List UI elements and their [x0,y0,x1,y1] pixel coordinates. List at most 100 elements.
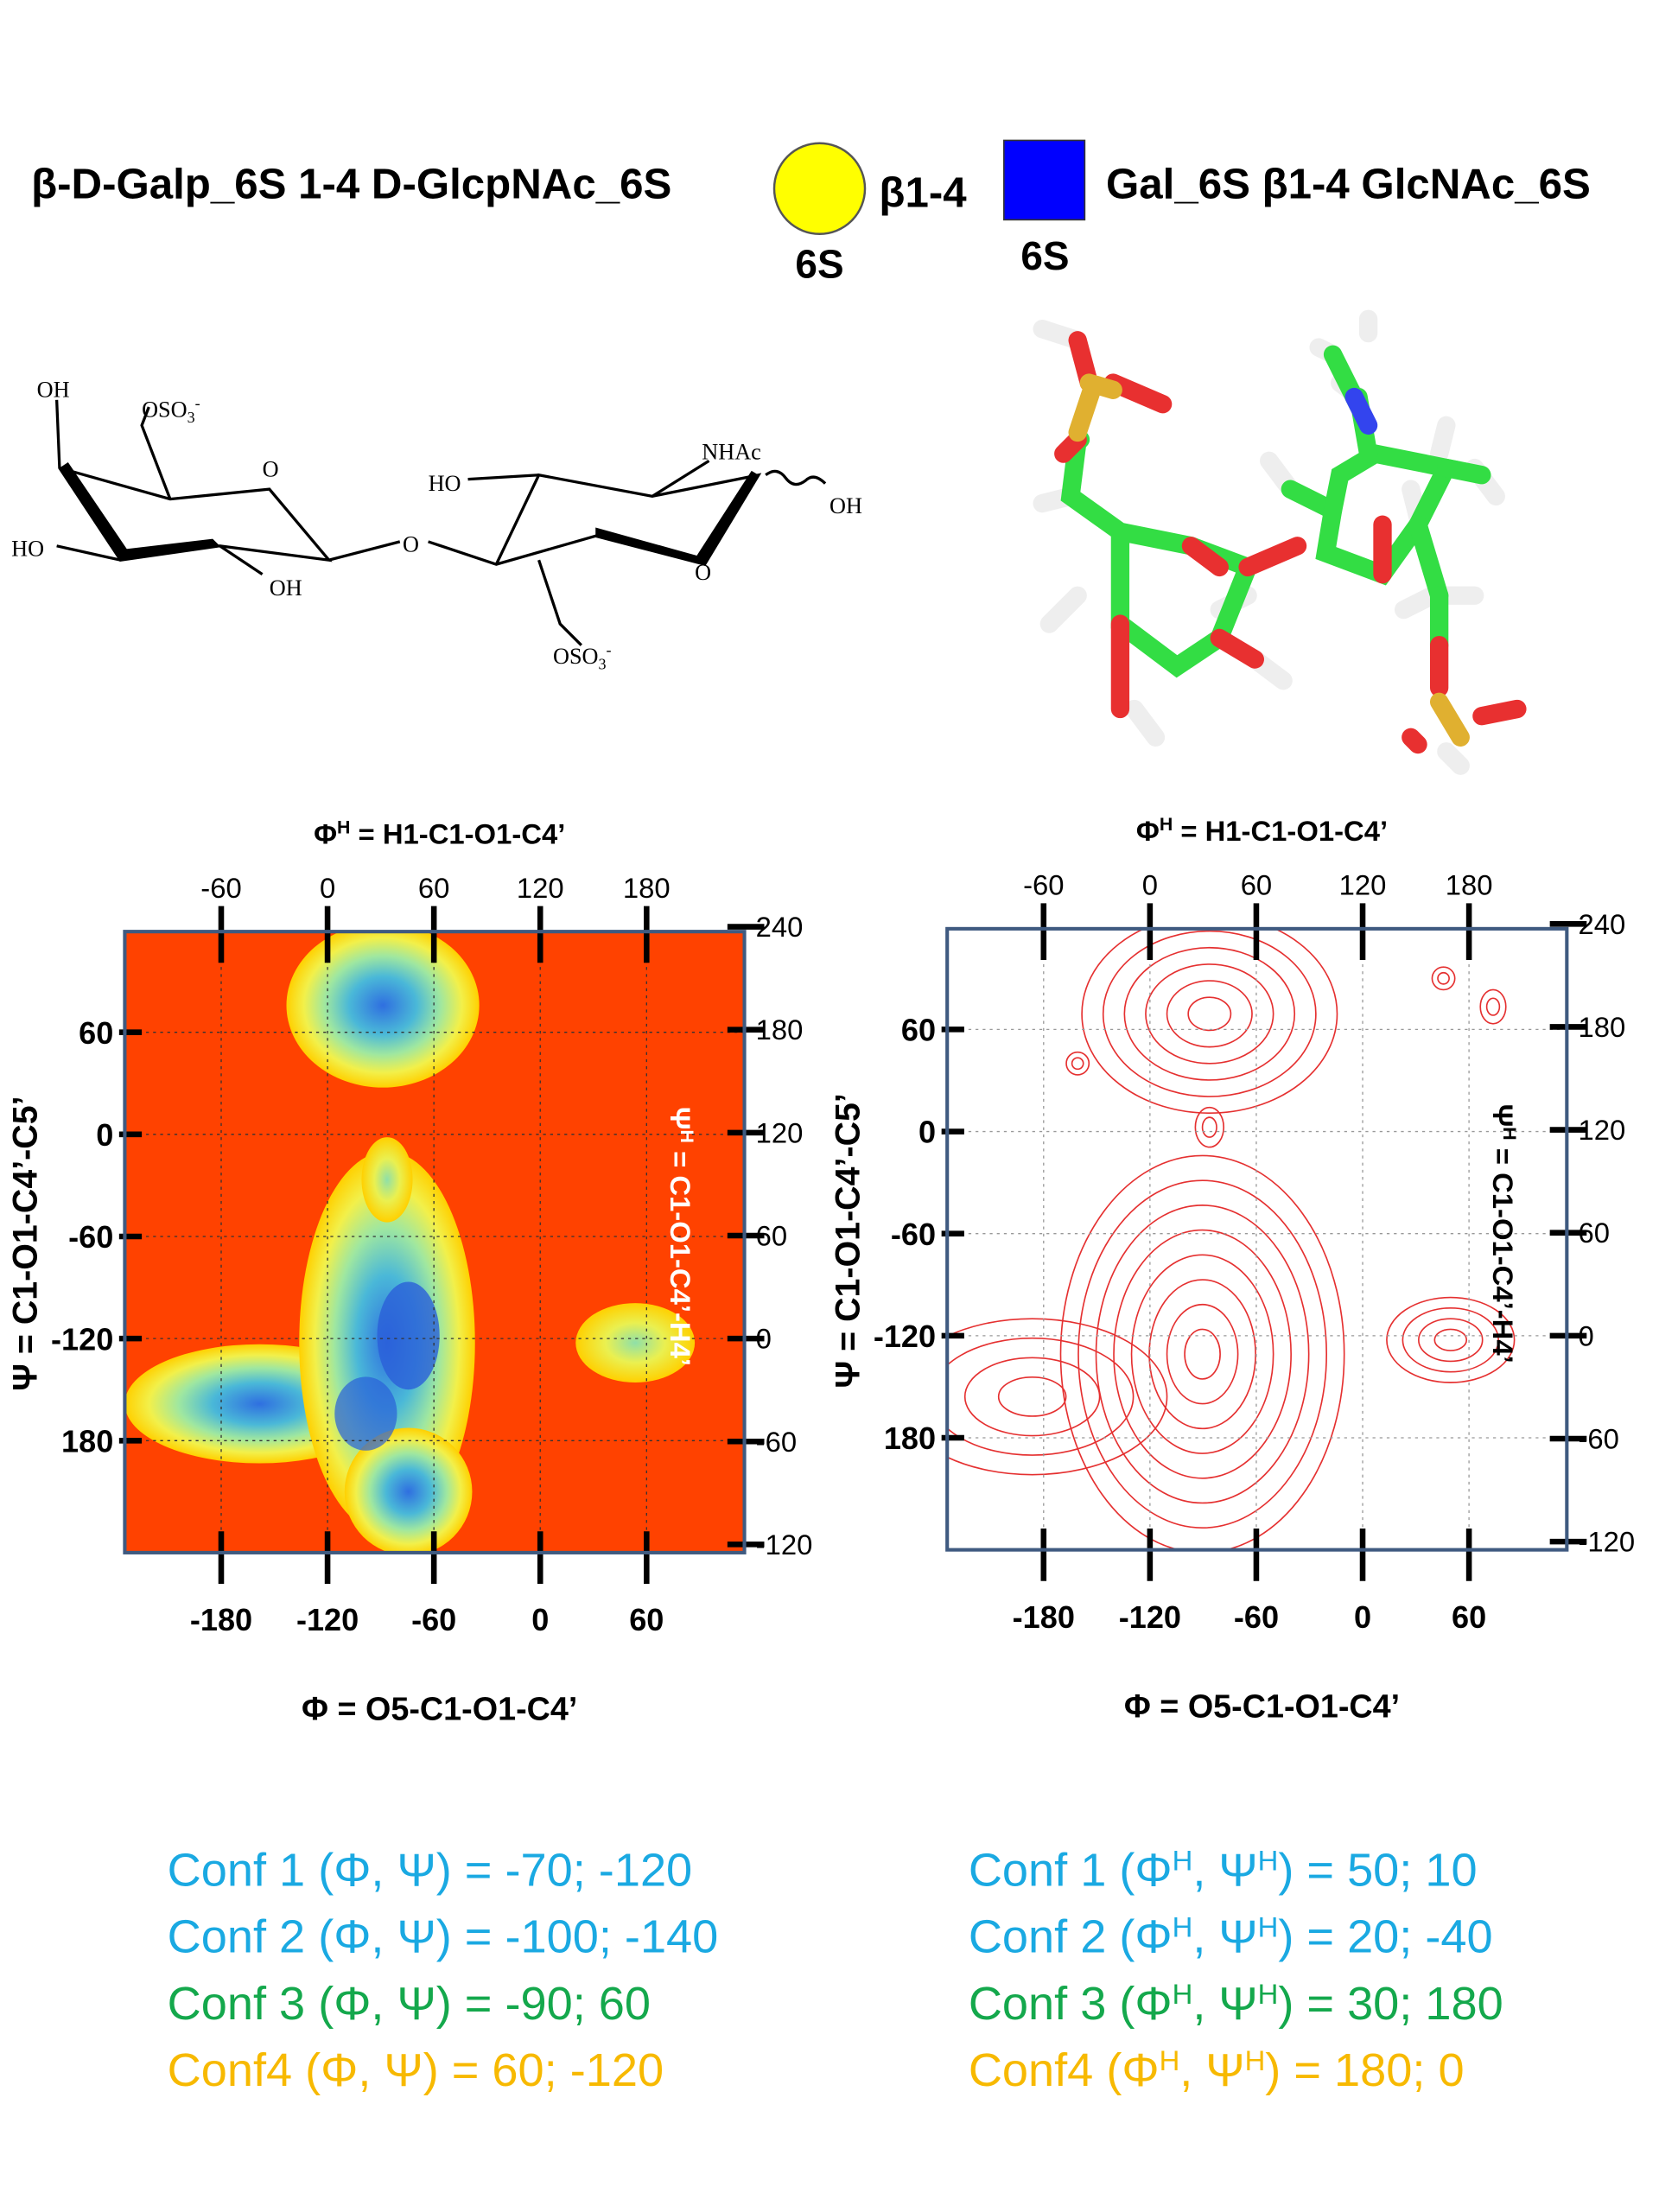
atom-labels: OH O HO OH O HO NHAc OH O OSO3- OSO3- [11,377,862,672]
tick-label: 60 [629,1602,664,1637]
text-part: ) = 20; -40 [1278,1911,1492,1963]
tick-label: 0 [918,1115,936,1150]
plot-area [947,928,1567,1550]
text-part: Ψ = C1-O1-C4’-C5’ [829,1093,867,1388]
text-part: Conf 2 (Φ, Ψ) = -100; -140 [168,1911,719,1963]
left-axis-title: Ψ = C1-O1-C4’-C5’ [7,1096,45,1390]
text-part: , Ψ [1192,1845,1257,1897]
conformation: Conf 3 (Φ, Ψ) = -90; 60 [168,1978,651,2030]
galactose-symbol [772,142,867,235]
atom-label: O [263,456,279,481]
chemical-structure [55,399,827,646]
tick-label: 0 [1142,868,1158,900]
superscript: H [1245,2044,1266,2075]
heatmap-core [377,1281,440,1390]
text-part: = H1-C1-O1-C4’ [350,817,565,849]
wedge [116,538,220,561]
tick-label: 180 [884,1421,936,1456]
tick-label: 60 [1452,1599,1486,1635]
conformation: Conf 1 (Φ, Ψ) = -70; -120 [168,1845,693,1897]
contour [1386,1296,1516,1383]
tick-label: 60 [1241,868,1273,900]
tick-label: -60 [68,1219,113,1255]
plot-area [124,931,745,1553]
sulfate-charge: - [607,641,612,658]
superscript: H [1173,1977,1193,2009]
text-part: Φ = O5-C1-O1-C4’ [302,1691,577,1727]
text-part: Conf 2 (Φ [969,1911,1173,1963]
tick-label: -60 [756,1426,797,1458]
contour [1184,1328,1221,1380]
tick-label: -60 [200,872,241,904]
top-axis-title: ΦH = H1-C1-O1-C4’ [314,817,565,849]
text-part: Φ [1136,815,1160,847]
tick-label: 60 [901,1013,936,1048]
tick-label: -60 [1023,868,1064,900]
contour [997,1376,1067,1417]
plot-frame [123,930,747,1554]
top-axis-title: ΦH = H1-C1-O1-C4’ [1136,814,1388,847]
text-part: ) = 50; 10 [1278,1845,1477,1897]
tick-label: -120 [296,1602,359,1637]
tick-label: 180 [623,872,671,904]
text-part: ) = 180; 0 [1265,2044,1464,2096]
text-part: Conf4 (Φ, Ψ) = 60; -120 [168,2044,664,2096]
contour [1071,1057,1084,1071]
text-part: Ψ [664,1107,696,1130]
sulfate-base: OSO [553,644,599,669]
atom-label: HO [11,536,44,561]
text-part: Conf 1 (Φ [969,1845,1173,1897]
tick-label: -60 [891,1217,936,1252]
heatmap-region [575,1303,696,1382]
contour [1145,963,1274,1065]
atom-label: OH [830,493,862,518]
conformation: Conf 3 (ΦH, ΨH) = 30; 180 [969,1977,1503,2030]
atom-label: NHAc [702,440,761,465]
tick-label: 180 [1578,1011,1625,1043]
tick-label: -120 [51,1321,113,1357]
tick-label: 120 [1339,868,1387,900]
left-axis-title: Ψ = C1-O1-C4’-C5’ [829,1093,867,1388]
sulfate-label: OSO3- [553,641,612,672]
tick-label: 180 [1446,868,1493,900]
tick-label: -180 [1013,1599,1075,1635]
atom-label: O [695,560,711,585]
atom-label: OH [37,377,70,402]
text-part: , Ψ [1192,1911,1257,1963]
atom-label: O [403,531,419,556]
glycan-name: β-D-Galp_6S 1-4 D-GlcpNAc_6S [31,161,671,208]
tick-label: 0 [96,1117,113,1153]
tick-label: -120 [1119,1599,1181,1635]
contour [1485,997,1501,1016]
tick-label: -120 [1578,1526,1635,1558]
wedge [59,461,128,561]
tick-label: 0 [1578,1319,1593,1351]
gal-sulfate-mark: 6S [795,242,843,287]
linkage: β1-4 [879,169,967,217]
tick-label: -180 [190,1602,252,1637]
contour [1166,980,1253,1048]
conformation: Conf 2 (ΦH, ΨH) = 20; -40 [969,1910,1493,1963]
contour [1431,966,1456,991]
superscript: H [1258,1977,1279,2009]
contour [1194,1106,1225,1148]
right-axis-title: ΨH = C1-O1-C4’-H4’ [1487,1104,1520,1363]
tick-label: 0 [756,1323,772,1355]
plot: -60 0 60 120 180 -180 -120 -60 0 60 60 0 -60 -120 180 2… [829,814,1635,1724]
contour [1123,946,1296,1081]
text-part: Ψ [1487,1104,1519,1128]
atom-label: OH [270,575,302,601]
text-part: Φ = O5-C1-O1-C4’ [1124,1688,1400,1724]
superscript: H [1258,1910,1279,1942]
superscript: H [1173,1910,1193,1942]
contour [1113,1229,1292,1479]
conformation: Conf4 (Φ, Ψ) = 60; -120 [168,2044,664,2096]
contour [1077,1179,1327,1529]
atom-label: HO [429,471,461,496]
superscript: H [1173,1844,1193,1876]
tick-label: 60 [1578,1217,1610,1249]
contour [1095,1205,1310,1504]
plot: -60 0 60 120 180 -180 -120 -60 0 60 60 0 -60 -120 180 2… [7,817,813,1726]
sulfate-sub: 3 [599,656,607,673]
conformation: Conf 1 (ΦH, ΨH) = 50; 10 [969,1844,1478,1897]
